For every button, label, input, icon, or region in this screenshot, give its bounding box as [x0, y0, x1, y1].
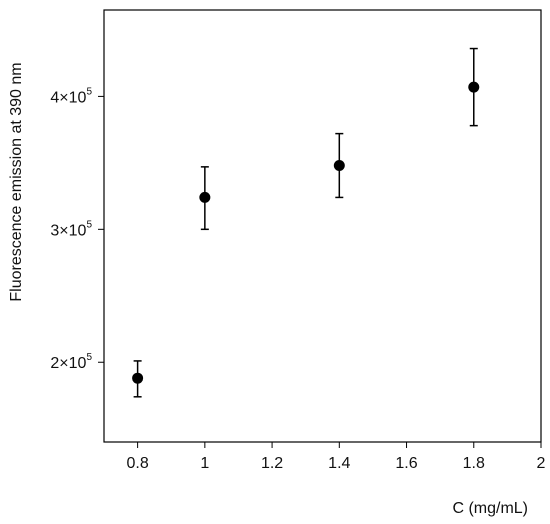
x-tick-label: 1.8: [463, 455, 485, 472]
x-tick-label: 1.4: [328, 455, 350, 472]
y-tick-mantissa: 4×10: [50, 89, 86, 106]
x-tick-label: 1.2: [261, 455, 283, 472]
y-tick-mantissa: 3×10: [50, 222, 86, 239]
data-point: [199, 191, 211, 203]
y-axis-label: Fluorescence emission at 390 nm: [8, 62, 25, 301]
y-tick-exponent: 5: [86, 219, 92, 230]
x-tick-label: 2: [537, 455, 546, 472]
x-tick-label: 1.6: [395, 455, 417, 472]
x-tick-label: 0.8: [126, 455, 148, 472]
data-point: [468, 81, 480, 93]
error-bars: [133, 47, 478, 398]
y-tick-label: 4×105: [50, 86, 92, 106]
plot-frame: [103, 9, 542, 443]
data-point: [333, 160, 345, 172]
y-tick-mantissa: 2×10: [50, 355, 86, 372]
data-points: [132, 81, 480, 384]
y-tick-exponent: 5: [86, 352, 92, 363]
x-axis-label: C (mg/mL): [452, 500, 528, 517]
data-point: [132, 372, 144, 384]
x-tick-label: 1: [200, 455, 209, 472]
x-axis-ticks: 0.8 1 1.2 1.4 1.6 1.8 2: [126, 442, 546, 472]
y-tick-label: 2×105: [50, 352, 92, 372]
y-tick-exponent: 5: [86, 86, 92, 97]
y-tick-label: 3×105: [50, 219, 92, 239]
